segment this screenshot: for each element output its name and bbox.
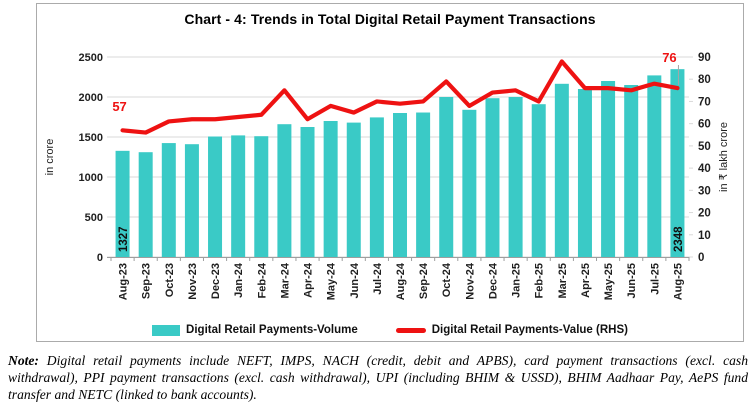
bar-Aug-25 bbox=[670, 69, 685, 257]
bar-Mar-24 bbox=[277, 124, 292, 257]
x-axis-label-Jul-24: Jul-24 bbox=[372, 262, 384, 295]
chart-figure: 0 500 1000 1500 2000 2500 0 10 20 30 40 50 60 70 80 90 A… bbox=[36, 3, 744, 342]
x-axis-label-Feb-24: Feb-24 bbox=[256, 262, 268, 298]
legend-item-value: Digital Retail Payments-Value (RHS) bbox=[395, 324, 628, 336]
bar-Oct-23 bbox=[161, 143, 176, 257]
bar-Jul-24 bbox=[369, 117, 384, 258]
bar-Jul-25 bbox=[647, 75, 662, 258]
x-axis-label-Oct-23: Oct-23 bbox=[164, 263, 176, 297]
left-axis-tick-label: 1500 bbox=[79, 132, 103, 144]
left-axis-tick-label: 2000 bbox=[79, 92, 103, 104]
x-axis-label-Dec-24: Dec-24 bbox=[487, 262, 499, 299]
left-axis-tick-label: 1000 bbox=[79, 172, 103, 184]
x-axis-label-Sep-24: Sep-24 bbox=[418, 262, 430, 299]
x-axis-label-Jul-25: Jul-25 bbox=[649, 263, 661, 295]
value-line bbox=[120, 59, 680, 135]
left-axis-tick-label: 2500 bbox=[79, 52, 103, 64]
last-bar-value-label: 2348 bbox=[673, 226, 685, 252]
right-axis-tick-label: 20 bbox=[698, 208, 711, 220]
right-axis-tick-label: 30 bbox=[698, 185, 711, 197]
x-axis-label-Mar-24: Mar-24 bbox=[279, 262, 291, 298]
x-axis-label-Aug-23: Aug-23 bbox=[118, 263, 130, 300]
bar-Feb-24 bbox=[254, 136, 269, 257]
bar-Aug-24 bbox=[393, 113, 407, 257]
x-axis-label-Dec-23: Dec-23 bbox=[210, 263, 222, 299]
right-axis-tick-label: 60 bbox=[698, 119, 711, 131]
left-axis-tick-label: 0 bbox=[97, 252, 103, 264]
right-axis-tick-label: 40 bbox=[698, 163, 711, 175]
right-axis-tick-label: 10 bbox=[698, 230, 711, 242]
x-axis-label-May-24: May-24 bbox=[326, 262, 338, 300]
chart-title: Chart - 4: Trends in Total Digital Retai… bbox=[184, 11, 596, 27]
line-first-value-label: 57 bbox=[112, 99, 126, 114]
x-axis-label-Jun-24: Jun-24 bbox=[349, 262, 361, 298]
x-axis-label-Jun-25: Jun-25 bbox=[626, 263, 638, 298]
right-axis-tick-label: 70 bbox=[698, 96, 711, 108]
volume-legend-swatch bbox=[152, 324, 181, 336]
bar-Oct-24 bbox=[439, 97, 454, 257]
x-axis-label-Oct-24: Oct-24 bbox=[441, 262, 453, 297]
x-axis-label-Aug-25: Aug-25 bbox=[672, 263, 684, 300]
bar-Feb-25 bbox=[531, 104, 546, 257]
bar-Jun-25 bbox=[624, 85, 639, 257]
x-axis-label-Jan-24: Jan-24 bbox=[233, 262, 245, 298]
bar-Jun-24 bbox=[346, 122, 361, 257]
value-legend-swatch bbox=[395, 327, 426, 333]
bar-Sep-23 bbox=[138, 152, 153, 257]
chart-canvas: 0 500 1000 1500 2000 2500 0 10 20 30 40 50 60 70 80 90 A… bbox=[44, 50, 730, 300]
bar-Nov-24 bbox=[462, 109, 477, 257]
bar-Apr-25 bbox=[577, 89, 592, 257]
bar-May-25 bbox=[601, 81, 616, 257]
x-axis-label-Feb-25: Feb-25 bbox=[534, 263, 546, 298]
bar-May-24 bbox=[323, 121, 338, 257]
legend-item-volume: Digital Retail Payments-Volume bbox=[152, 324, 358, 336]
x-axis-label-Jan-25: Jan-25 bbox=[511, 263, 523, 298]
x-axis-label-Aug-24: Aug-24 bbox=[395, 262, 407, 300]
line-last-value-label: 76 bbox=[662, 50, 676, 65]
bar-Aug-23 bbox=[115, 150, 130, 257]
bar-Mar-25 bbox=[554, 83, 569, 257]
value-legend-label: Digital Retail Payments-Value (RHS) bbox=[431, 324, 628, 336]
right-axis-title: in ₹ lakh crore bbox=[718, 122, 730, 192]
chart-note: Note: Digital retail payments include NE… bbox=[8, 352, 748, 403]
x-axis-label-Apr-24: Apr-24 bbox=[303, 262, 315, 298]
left-axis-title: in crore bbox=[44, 139, 56, 176]
x-axis-label-Nov-24: Nov-24 bbox=[464, 262, 476, 300]
note-prefix: Note: bbox=[8, 353, 39, 368]
right-axis-tick-label: 80 bbox=[698, 74, 711, 86]
bar-Apr-24 bbox=[300, 127, 315, 257]
bar-Dec-24 bbox=[485, 98, 500, 257]
x-axis-label-Mar-25: Mar-25 bbox=[557, 263, 569, 298]
bar-Nov-23 bbox=[184, 144, 199, 257]
x-axis-label-Apr-25: Apr-25 bbox=[580, 263, 592, 298]
chart-legend: Digital Retail Payments-Volume Digital R… bbox=[37, 324, 743, 336]
right-axis-tick-label: 50 bbox=[698, 141, 711, 153]
bar-Jan-24 bbox=[231, 135, 246, 257]
left-axis-tick-label: 500 bbox=[85, 212, 103, 224]
x-axis-label-Sep-23: Sep-23 bbox=[141, 263, 153, 299]
x-axis-label-Nov-23: Nov-23 bbox=[187, 263, 199, 300]
right-axis-tick-label: 90 bbox=[698, 52, 711, 64]
volume-legend-label: Digital Retail Payments-Volume bbox=[186, 324, 358, 336]
first-bar-value-label: 1327 bbox=[118, 226, 130, 252]
right-axis-tick-label: 0 bbox=[698, 252, 704, 264]
bar-Dec-23 bbox=[208, 136, 223, 257]
bar-Jan-25 bbox=[508, 97, 523, 257]
note-text: Digital retail payments include NEFT, IM… bbox=[8, 353, 748, 402]
bar-Sep-24 bbox=[416, 112, 431, 258]
x-axis-label-May-25: May-25 bbox=[603, 263, 615, 300]
